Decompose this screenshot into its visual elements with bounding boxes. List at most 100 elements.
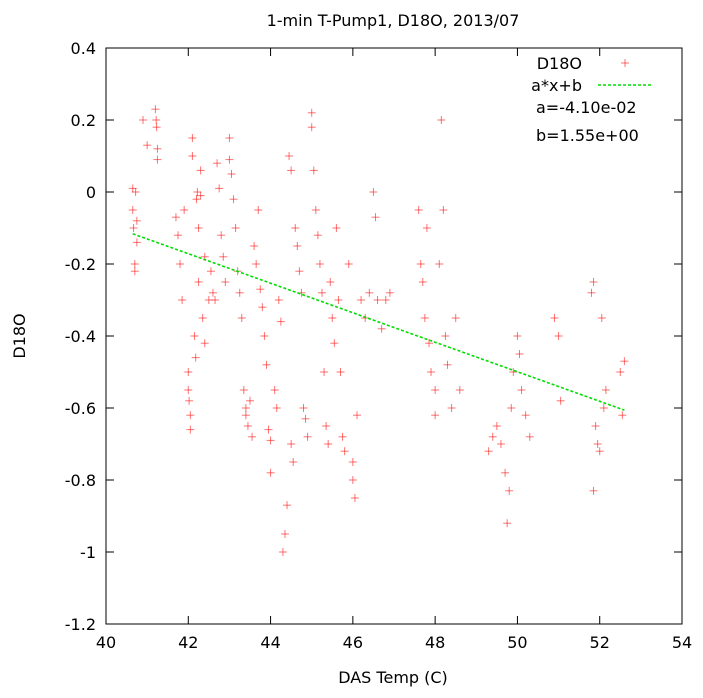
data-point [439,206,448,214]
data-point [595,447,604,456]
x-tick-label: 52 [590,633,610,652]
data-point [188,134,197,142]
data-point [601,386,610,394]
data-point [322,422,331,430]
y-tick-label: 0.4 [71,39,96,58]
data-point [270,386,279,394]
data-point [221,278,230,286]
y-tick-label: -0.4 [65,327,96,346]
data-point [525,432,534,441]
data-point [211,296,220,304]
data-point [503,519,512,528]
data-point [295,267,304,276]
data-point [332,224,341,232]
data-point [139,116,148,124]
data-point [591,422,600,430]
data-point [311,206,320,214]
data-point [208,288,217,297]
data-point [599,404,608,412]
data-point [437,116,446,124]
data-point [287,440,296,448]
data-point [243,422,252,430]
data-point [250,242,259,250]
data-point [274,296,283,304]
data-point [431,411,440,420]
data-point [152,116,161,124]
data-point [616,368,625,376]
data-point [153,144,162,153]
annotation-b: b=1.55e+00 [536,126,639,145]
data-point [371,213,380,222]
data-point [334,296,343,304]
legend-marker-d18o [621,59,629,67]
y-tick-label: -0.8 [65,471,96,490]
y-tick-label: -0.6 [65,399,96,418]
data-point [235,288,244,297]
data-point [174,231,182,240]
data-point [171,213,180,222]
data-point [496,440,505,448]
y-tick-label: -0.2 [65,255,96,274]
y-tick-label: -1.2 [65,615,96,634]
data-point [153,155,162,164]
x-tick-label: 46 [343,633,363,652]
data-point [196,166,205,175]
data-point [377,324,386,333]
data-point [348,458,357,466]
data-point [418,278,427,286]
y-tick-label: 0 [86,183,96,202]
data-point [320,368,329,376]
data-point [556,396,565,405]
data-point [385,288,394,297]
x-tick-label: 48 [425,633,445,652]
data-point [151,105,160,114]
data-point [130,267,139,276]
data-point [373,296,382,304]
data-point [328,314,337,322]
data-point [369,188,378,196]
data-point [597,314,606,322]
data-point [185,396,194,405]
data-point [231,224,240,232]
data-point [272,404,281,412]
data-point [287,166,296,175]
data-point [431,386,440,394]
data-point [515,350,524,358]
data-point [587,288,596,297]
data-point [206,267,215,276]
data-point [193,188,202,196]
data-point [285,152,294,160]
data-point [241,404,250,412]
data-point [517,386,526,394]
data-point [143,141,152,150]
data-point [213,159,222,168]
data-point [278,548,287,556]
x-axis-label: DAS Temp (C) [338,668,448,687]
data-point [336,368,345,376]
data-point [455,386,464,394]
data-point [190,332,199,340]
data-point [307,123,316,132]
data-point [492,422,501,430]
data-point [239,386,248,394]
data-point [200,339,209,348]
data-point [589,278,598,286]
data-point [348,476,357,484]
data-point [237,314,246,322]
data-point [252,260,261,268]
data-point [365,288,374,297]
data-point [324,440,333,448]
data-point [420,314,429,322]
data-point [416,260,425,268]
data-point [215,184,224,193]
data-point [264,425,273,434]
data-point [186,411,195,420]
data-point [309,166,318,175]
y-tick-label: 0.2 [71,111,96,130]
x-axis-ticks: 40 42 44 46 48 50 52 54 [96,48,692,652]
data-point [184,368,193,376]
data-point [280,530,289,538]
data-point [357,296,366,304]
x-tick-label: 42 [178,633,198,652]
